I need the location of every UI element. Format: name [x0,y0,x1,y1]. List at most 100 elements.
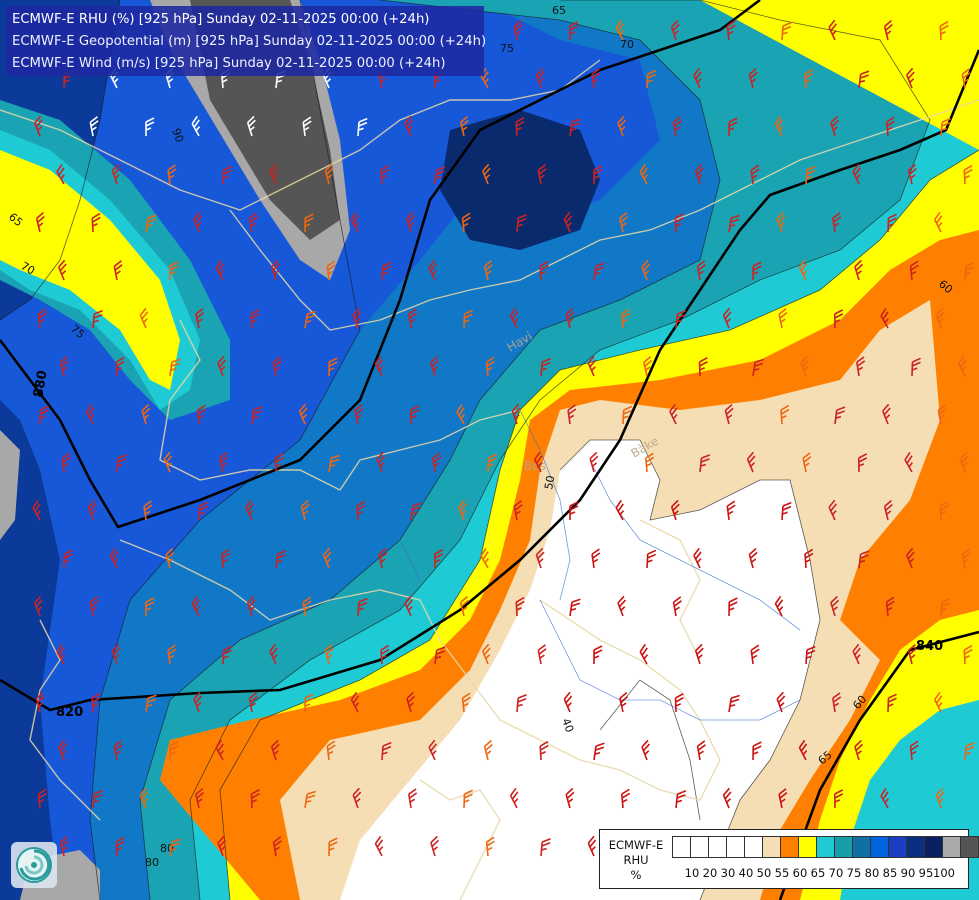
legend-swatch [762,836,781,858]
wind-barb [458,499,467,521]
wind-barb [698,357,708,377]
wind-barb [883,19,893,41]
wind-barb [302,596,312,617]
wind-barb [139,307,149,329]
legend-swatch [924,836,943,858]
wind-barb [408,788,418,809]
wind-barb [215,259,225,281]
wind-barb [222,645,233,665]
wind-barb [217,835,227,857]
wind-barb [302,116,312,137]
wind-barb [406,691,416,713]
legend-swatch [798,836,817,858]
wind-barb [482,163,491,185]
wind-barb [193,211,203,233]
wind-barb [728,117,738,137]
wind-barb [328,454,340,473]
wind-barb [726,500,736,521]
wind-barb [670,499,680,521]
wind-barb [804,548,814,569]
wind-barb [461,692,471,713]
geopotential-labels: 820 840 880 [31,369,943,720]
wind-barb [165,547,175,569]
wind-barb [217,355,227,377]
legend-tick-label: 65 [810,866,826,880]
wind-barb [540,358,551,377]
wind-barb [169,261,179,280]
legend-tick-label: 95 [918,866,934,880]
rhu-label-50: 50 [542,474,557,490]
wind-barb [251,406,263,425]
legend-tick-label: 20 [702,866,718,880]
legend-swatch [744,836,763,858]
wind-barb [724,403,734,425]
legend-swatch [834,836,853,858]
wind-barb [248,212,258,233]
wind-barb [245,499,254,521]
wind-barb [328,837,338,857]
wind-barb [248,692,258,713]
wind-barb [406,211,416,233]
wind-barb [269,643,278,665]
wind-barb [587,355,597,377]
wind-barb [430,355,440,377]
wind-barb [694,643,704,665]
wind-barb [145,597,155,616]
wind-barb [354,404,364,425]
legend-swatch [942,836,961,858]
wind-barb [196,404,207,425]
wind-barb [963,644,973,665]
wind-barb [852,643,861,665]
wind-barb [752,261,762,281]
rhu-band-60-left [0,150,180,390]
legend-swatch [870,836,889,858]
wind-barb [961,548,971,569]
wind-barb [615,19,625,41]
wind-barb [752,741,762,761]
wind-barb [569,501,579,520]
wind-barb [198,501,209,521]
wind-barb [356,500,366,521]
wind-barb [111,163,121,185]
wind-barb [113,260,123,281]
wind-barb [722,787,732,809]
wind-barb [298,403,308,425]
wind-barb [374,355,384,377]
wind-barb [696,260,706,281]
legend-swatch [906,836,925,858]
wind-barb [463,789,473,809]
wind-barb [145,694,157,713]
wind-barb [834,406,846,425]
wind-barb [428,739,437,761]
wind-barb [887,693,897,713]
wind-barb [828,19,837,41]
wind-barb [513,20,523,41]
wind-barb [116,454,127,473]
wind-barb [357,597,368,617]
wind-barb [622,405,633,425]
legend-title-variable: RHU [623,853,649,867]
wind-barb [169,838,181,857]
geopotential-label-820: 820 [56,705,83,720]
wind-barb [326,260,336,281]
wind-barb [195,308,205,329]
wind-barb [89,116,99,137]
wind-barb [535,67,545,89]
wind-barbs [32,19,975,857]
wind-barb [35,211,45,233]
legend-tick-label: 70 [828,866,844,880]
wind-barb [800,355,810,377]
wind-barb [939,500,949,521]
wind-barb [940,118,951,137]
wind-barb [432,452,442,473]
wind-barb [672,116,682,137]
wind-barb [270,739,280,761]
wind-barb [619,692,629,713]
wind-barb [696,740,706,761]
wind-barb [674,213,684,233]
wind-barb [304,310,316,329]
wind-barb [748,547,758,569]
rhu-band-90-blob [440,110,600,250]
wind-barb [830,595,840,617]
rhu-band-lt50 [340,440,820,900]
